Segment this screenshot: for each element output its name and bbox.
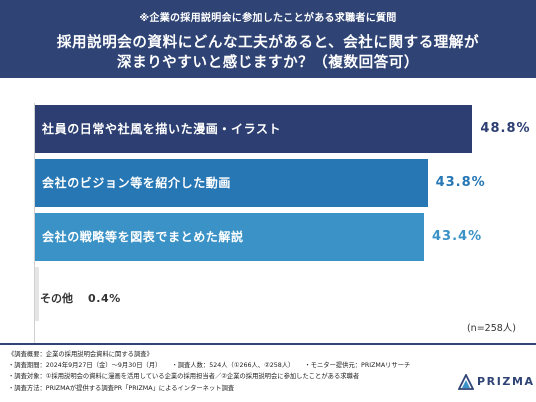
bar-other (35, 267, 39, 321)
overview-title: 《調査概要：企業の採用説明会資料に関する調査》 (8, 351, 153, 358)
prizma-logo: PRIZMA (458, 374, 533, 392)
bar-label: 会社のビジョン等を紹介した動画 (42, 176, 232, 190)
survey-overview: 《調査概要：企業の採用説明会資料に関する調査》 ・調査期間：2024年9月27日… (8, 349, 448, 394)
footer-divider (0, 343, 536, 345)
survey-count: ・調査人数：524人（①266人、②258人） (171, 362, 295, 370)
other-label: その他 (40, 292, 73, 305)
sample-size-label: (n=258人) (466, 323, 516, 334)
value-label: 43.8% (435, 175, 486, 190)
value-label: 48.8% (480, 121, 531, 136)
bar-manga-illustration: 社員の日常や社風を描いた漫画・イラスト (35, 105, 473, 153)
value-label: 43.4% (432, 229, 483, 244)
bar-label: 会社の戦略等を図表でまとめた解説 (42, 230, 244, 244)
survey-monitor: ・モニター提供元：PRIZMAリサーチ (304, 362, 411, 370)
bar-strategy-diagram: 会社の戦略等を図表でまとめた解説 (35, 213, 425, 261)
overview-row-period-count: ・調査期間：2024年9月27日（金）〜9月30日（月） ・調査人数：524人（… (8, 360, 448, 371)
question-title-line1: 採用説明会の資料にどんな工夫があると、会社に関する理解が (56, 35, 480, 51)
survey-note: ※企業の採用説明会に参加したことがある求職者に質問 (139, 13, 397, 24)
bar-chart: 社員の日常や社風を描いた漫画・イラスト 48.8% 会社のビジョン等を紹介した動… (0, 78, 536, 345)
survey-target: ・調査対象：①採用説明会の資料に漫画を活用している企業の採用担当者／②企業の採用… (8, 373, 360, 381)
chart-axis-line (34, 103, 35, 345)
other-value-label: 0.4% (88, 292, 121, 305)
bar-label: 社員の日常や社風を描いた漫画・イラスト (42, 122, 282, 136)
survey-period: ・調査期間：2024年9月27日（金）〜9月30日（月） (8, 362, 162, 370)
prizma-triangle-icon (458, 374, 474, 390)
logo-text: PRIZMA (477, 375, 535, 388)
question-title-line2: 深まりやすいと感じますか？（複数回答可） (117, 55, 419, 71)
header-banner: ※企業の採用説明会に参加したことがある求職者に質問 採用説明会の資料にどんな工夫… (0, 0, 536, 78)
bar-vision-video: 会社のビジョン等を紹介した動画 (35, 159, 428, 207)
survey-method: ・調査方法：PRIZMAが提供する調査PR「PRIZMA」によるインターネット調… (8, 384, 235, 392)
